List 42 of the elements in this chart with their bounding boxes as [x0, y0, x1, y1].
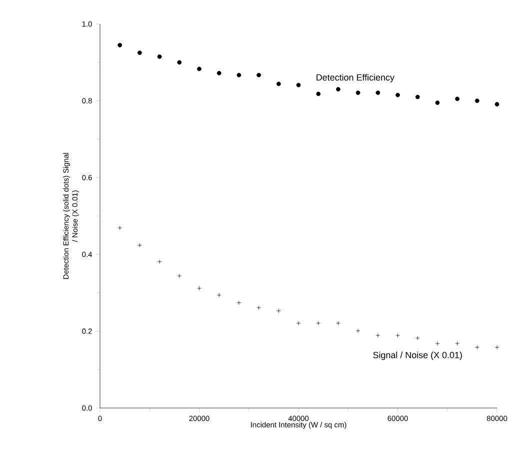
point: [474, 98, 480, 103]
point: [118, 42, 122, 48]
point: [138, 50, 142, 55]
point: [197, 66, 202, 72]
point: [356, 328, 360, 334]
point: [177, 60, 182, 65]
point: [197, 286, 202, 290]
point: [356, 90, 360, 95]
point: [376, 90, 380, 95]
point: [336, 320, 340, 326]
point: [296, 320, 301, 326]
point: [435, 100, 440, 105]
point: [157, 260, 162, 264]
point: [376, 333, 380, 338]
point: [455, 96, 460, 102]
point: [216, 292, 222, 298]
point: [316, 320, 321, 326]
point: [138, 242, 142, 248]
point: [177, 274, 182, 278]
point: [236, 72, 242, 78]
point: [494, 102, 500, 106]
point: [118, 226, 122, 230]
point: [396, 333, 400, 338]
point: [157, 54, 162, 59]
point: [276, 308, 281, 314]
point: [236, 300, 242, 305]
point: [296, 82, 301, 88]
point: [336, 87, 340, 92]
point: [276, 82, 281, 86]
point: [455, 341, 460, 346]
point: [415, 336, 420, 340]
point: [316, 92, 321, 96]
series-label: Signal / Noise (X 0.01): [373, 352, 462, 360]
point: [216, 70, 222, 76]
point: [396, 92, 400, 98]
point: [415, 94, 420, 100]
point: [256, 72, 261, 78]
point: [494, 345, 500, 350]
series-label: Detection Efficiency: [316, 74, 394, 82]
point: [474, 345, 480, 350]
point: [256, 306, 261, 310]
point: [435, 341, 440, 346]
